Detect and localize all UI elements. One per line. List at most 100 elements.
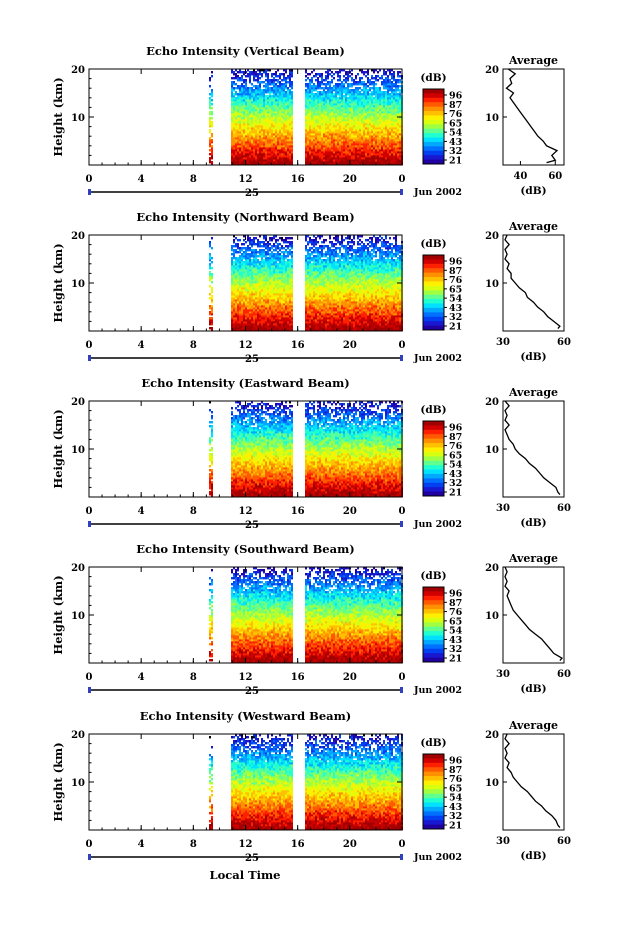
heatmap-cell [253,301,255,304]
heatmap-cell [235,133,237,136]
heatmap-cell [267,127,269,130]
heatmap-cell [335,311,337,314]
heatmap-cell [393,157,395,160]
heatmap-cell [397,151,399,154]
heatmap-cell [327,97,329,100]
heatmap-cell [339,133,341,136]
heatmap-cell [275,305,277,308]
heatmap-cell [337,127,339,130]
heatmap-cell [359,117,361,120]
heatmap-cell [247,313,249,316]
heatmap-cell [363,117,365,120]
heatmap-cell [369,93,371,96]
heatmap-cell [349,109,351,112]
heatmap-cell [243,313,245,316]
heatmap-cell [353,111,355,114]
heatmap-cell [367,301,369,304]
heatmap-cell [327,159,329,162]
heatmap-cell [209,157,211,160]
heatmap-cell [363,327,365,330]
heatmap-cell [389,121,391,124]
heatmap-cell [313,117,315,120]
heatmap-cell [287,75,289,78]
heatmap-cell [241,153,243,156]
heatmap-cell [335,305,337,308]
heatmap-cell [327,89,329,92]
heatmap-cell [255,145,257,148]
heatmap-cell [273,301,275,304]
heatmap-cell [349,323,351,326]
heatmap-cell [309,161,311,164]
heatmap-cell [289,135,291,138]
heatmap-cell [249,79,251,82]
heatmap-cell [289,71,291,74]
heatmap-cell [287,115,289,118]
heatmap-cell [343,69,345,72]
heatmap-cell [289,119,291,122]
heatmap-cell [277,141,279,144]
heatmap-cell [333,323,335,326]
heatmap-cell [279,319,281,322]
heatmap-cell [347,115,349,118]
heatmap-cell [249,71,251,74]
heatmap-cell [349,129,351,132]
heatmap-cell [351,319,353,322]
heatmap-cell [311,327,313,330]
heatmap-cell [261,307,263,310]
heatmap-cell [277,99,279,102]
heatmap-cell [267,111,269,114]
heatmap-cell [305,305,307,308]
heatmap-cell [385,121,387,124]
heatmap-cell [325,125,327,128]
heatmap-cell [385,149,387,152]
heatmap-cell [335,155,337,158]
heatmap-cell [369,325,371,328]
heatmap-cell [397,147,399,150]
heatmap-cell [377,113,379,116]
heatmap-cell [355,93,357,96]
heatmap-cell [249,97,251,100]
heatmap-cell [241,325,243,328]
heatmap-cell [329,149,331,152]
heatmap-cell [365,147,367,150]
heatmap-cell [257,143,259,146]
heatmap-cell [239,145,241,148]
heatmap-cell [357,109,359,112]
heatmap-cell [349,301,351,304]
heatmap-cell [305,69,307,72]
heatmap-cell [393,73,395,76]
heatmap-cell [271,119,273,122]
heatmap-cell [287,139,289,142]
heatmap-cell [377,127,379,130]
heatmap-cell [353,163,355,166]
heatmap-cell [377,317,379,320]
heatmap-cell [373,143,375,146]
heatmap-cell [333,163,335,166]
heatmap-cell [261,151,263,154]
heatmap-cell [331,325,333,328]
heatmap-cell [259,329,261,332]
heatmap-cell [307,133,309,136]
heatmap-cell [381,307,383,310]
heatmap-cell [341,81,343,84]
heatmap-cell [325,161,327,164]
heatmap-cell [345,129,347,132]
heatmap-cell [253,303,255,306]
heatmap-cell [289,313,291,316]
heatmap-cell [267,107,269,110]
heatmap-cell [393,109,395,112]
heatmap-cell [365,131,367,134]
heatmap-cell [321,77,323,80]
heatmap-cell [313,139,315,142]
heatmap-cell [377,99,379,102]
heatmap-cell [387,117,389,120]
heatmap-cell [265,147,267,150]
heatmap-cell [377,131,379,134]
heatmap-cell [337,159,339,162]
heatmap-cell [231,139,233,142]
heatmap-cell [283,91,285,94]
heatmap-cell [249,309,251,312]
heatmap-cell [359,315,361,318]
heatmap-cell [325,147,327,150]
heatmap-cell [375,149,377,152]
